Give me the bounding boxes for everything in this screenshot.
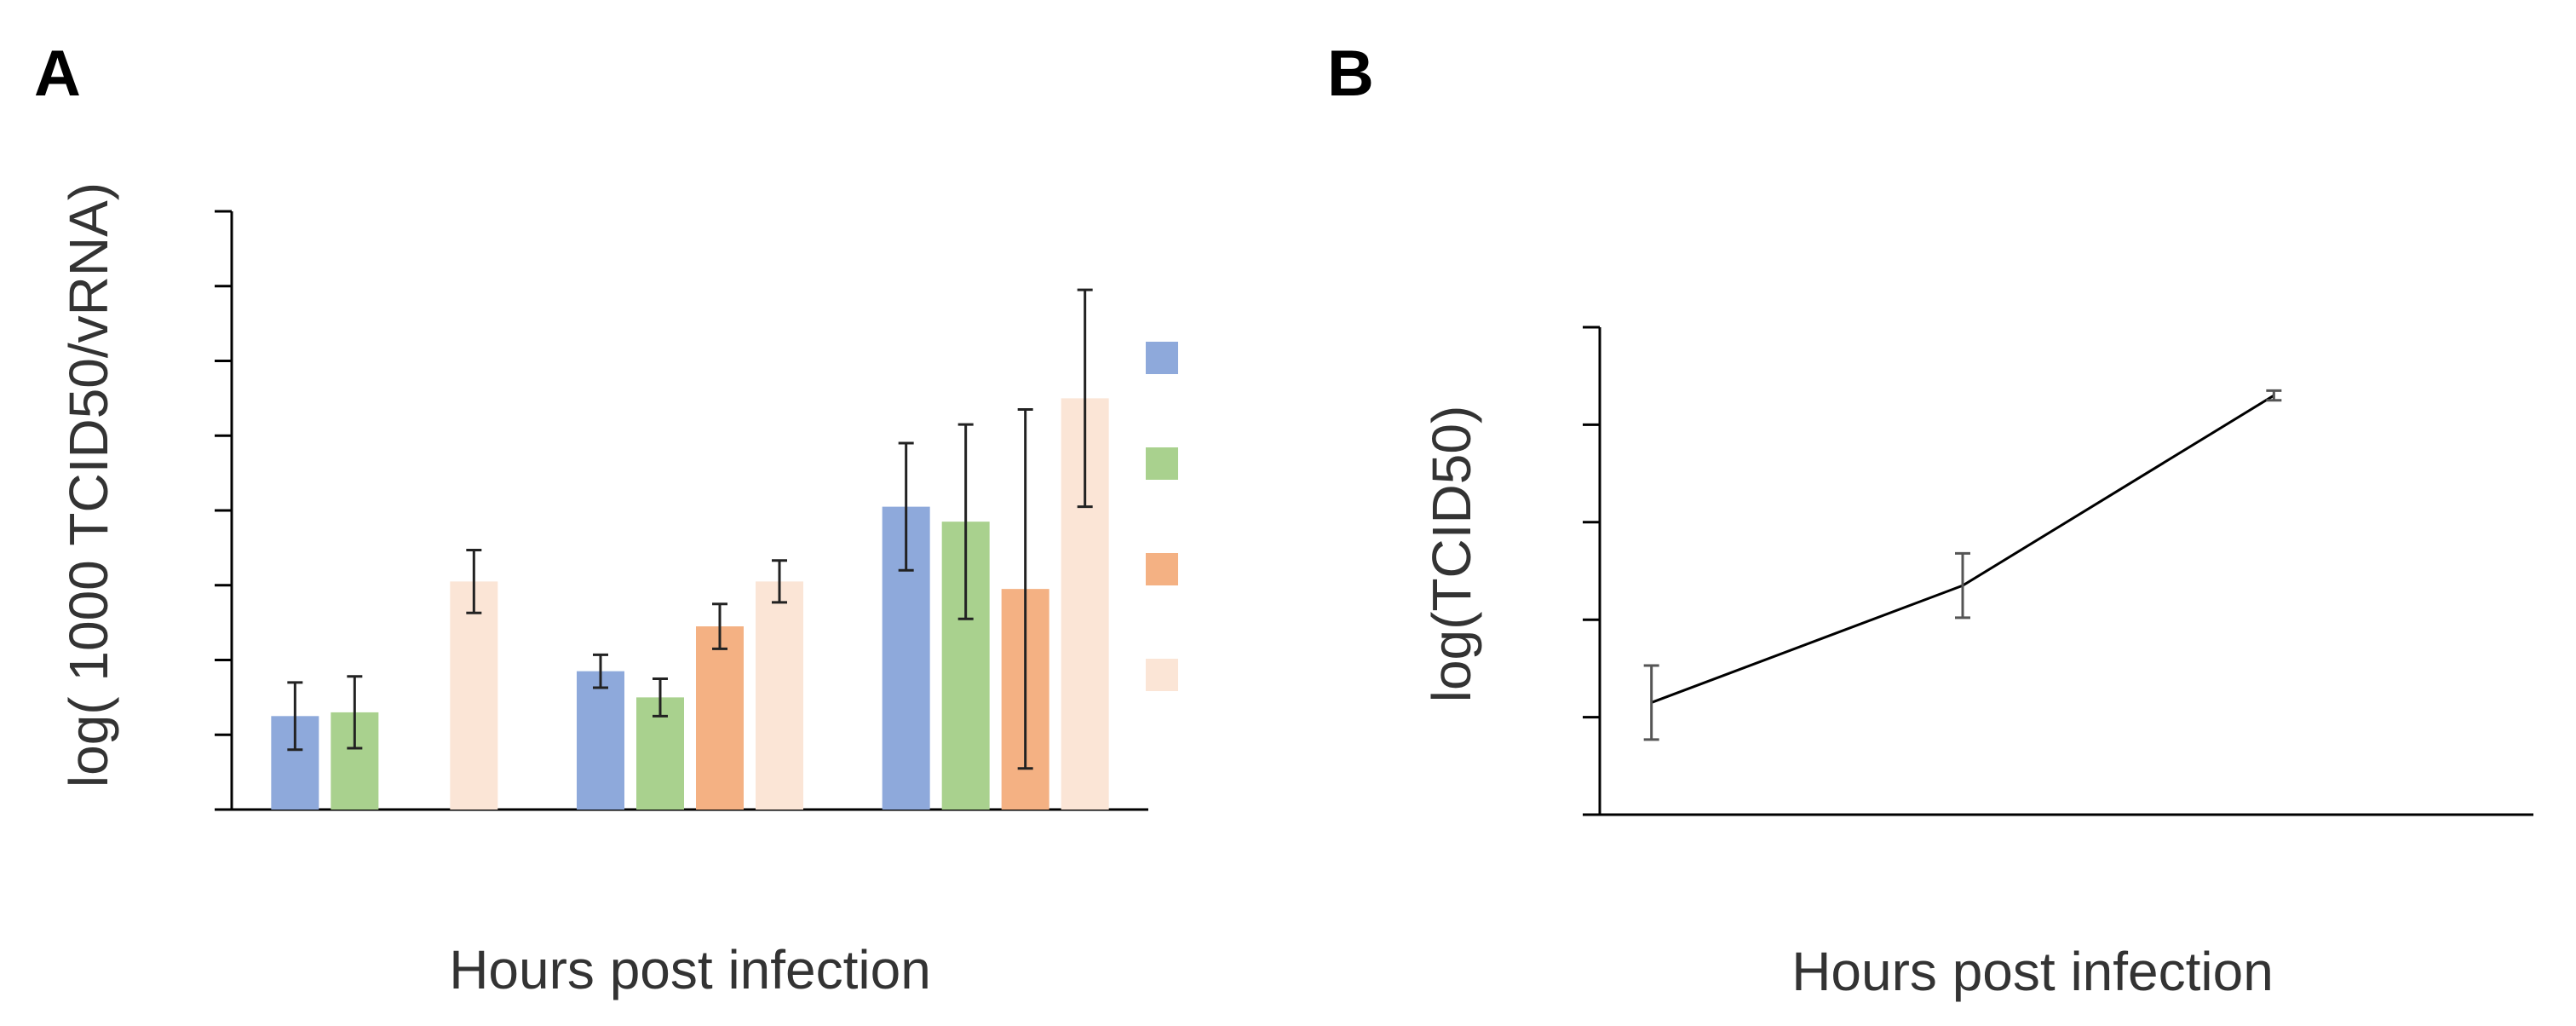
bar-agS-24: [756, 581, 803, 810]
panel-b-error-bars: [1643, 389, 2282, 741]
panel-b-y-axis-title: log(TCID50): [1421, 406, 1482, 703]
bar-agS-12: [450, 581, 498, 810]
panel-label-a: A: [34, 37, 81, 110]
panel-a: A Hours post infection log( 1000 TCID50/…: [34, 37, 1178, 1000]
legend-swatch-agS: [1146, 659, 1178, 691]
panel-a-y-axis-title: log( 1000 TCID50/vRNA): [58, 182, 119, 787]
panel-b-axes: [1583, 326, 2533, 816]
panel-a-bars: [271, 398, 1109, 810]
legend-swatch-L: [1146, 342, 1178, 374]
panel-a-error-bars: [287, 288, 1093, 770]
legend-swatch-M: [1146, 447, 1178, 480]
panel-a-x-axis-title: Hours post infection: [449, 939, 931, 1000]
panel-a-axes: [215, 210, 1148, 811]
legend-swatch-S: [1146, 553, 1178, 585]
bar-S-24: [696, 626, 744, 810]
series-line-TCID50: [1651, 394, 2275, 704]
panel-label-b: B: [1327, 37, 1374, 110]
panel-a-legend: [1146, 342, 1178, 691]
panel-b-x-axis-title: Hours post infection: [1791, 941, 2274, 1002]
panel-b-line: [1651, 394, 2275, 704]
panel-b: B Hours post infection log(TCID50): [1327, 37, 2533, 1002]
bar-L-24: [577, 671, 624, 810]
